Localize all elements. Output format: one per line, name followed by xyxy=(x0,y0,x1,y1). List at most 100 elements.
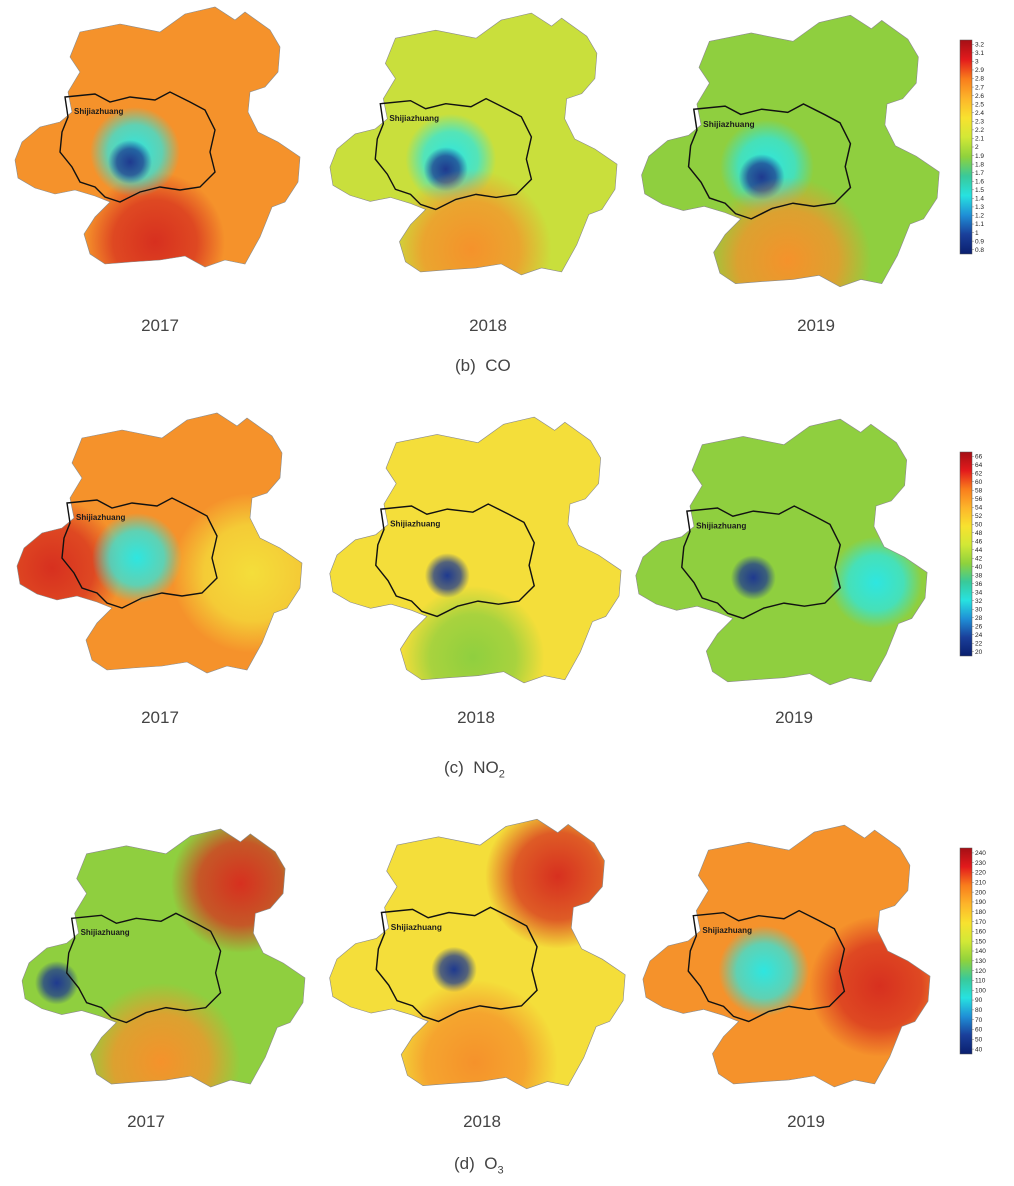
legend-tick: 130 xyxy=(975,958,986,965)
legend-co: 3.23.132.92.82.72.62.52.42.32.22.121.91.… xyxy=(959,39,984,255)
legend-tick: 140 xyxy=(975,948,986,955)
hotspot-cyan xyxy=(92,513,182,603)
city-boundary xyxy=(374,97,533,211)
region-outline xyxy=(329,416,622,684)
legend-tick: 24 xyxy=(975,632,983,639)
legend-tick: 3 xyxy=(975,59,979,66)
caption-no2: (c) NO2 xyxy=(444,758,505,780)
legend-tick: 120 xyxy=(975,968,986,975)
hotspot-blue xyxy=(424,553,470,599)
legend-o3: 240 230 220 210 200 190 180 170 160 150 140 130 120 1… xyxy=(959,847,986,1055)
region-outline xyxy=(329,818,626,1090)
hotspot-orange xyxy=(390,169,552,275)
legend-tick: 220 xyxy=(975,870,986,877)
legend-tick: 110 xyxy=(975,978,986,985)
legend-tick: 28 xyxy=(975,615,983,622)
city-label: Shijiazhuang xyxy=(390,519,440,528)
legend-tick: 2.1 xyxy=(975,136,984,143)
legend-tick: 1.5 xyxy=(975,187,984,194)
map-o3-2017: Shijiazhuang xyxy=(21,828,306,1088)
region-outline xyxy=(14,6,301,268)
map-co-2019: Shijiazhuang xyxy=(641,14,940,288)
city-boundary xyxy=(66,912,222,1024)
city-boundary xyxy=(375,503,536,618)
legend-tick: 210 xyxy=(975,880,986,887)
city-boundary xyxy=(687,909,846,1023)
hotspot-cyan xyxy=(718,925,810,1017)
legend-colorbar xyxy=(959,39,973,255)
legend-tick: 230 xyxy=(975,860,986,867)
legend-tick: 100 xyxy=(975,987,986,994)
hotspot-red xyxy=(85,172,225,267)
hotspot-orange xyxy=(81,982,241,1088)
year-label: 2018 xyxy=(469,316,507,335)
legend-tick: 80 xyxy=(975,1007,983,1014)
city-label: Shijiazhuang xyxy=(389,114,439,123)
map-no2-2018: Shijiazhuang xyxy=(329,416,622,684)
caption-co: (b) CO xyxy=(455,356,511,378)
map-no2-2017: Shijiazhuang xyxy=(16,412,303,674)
legend-tick: 1 xyxy=(975,230,979,237)
legend-tick: 50 xyxy=(975,1036,983,1043)
year-label: 2017 xyxy=(141,316,179,335)
hotspot-orange xyxy=(704,177,872,287)
city-boundary xyxy=(59,91,216,203)
legend-tick: 90 xyxy=(975,997,983,1004)
region-outline xyxy=(641,14,940,288)
year-label: 2018 xyxy=(457,708,495,727)
region-outline xyxy=(16,412,303,674)
city-boundary xyxy=(375,906,538,1023)
legend-tick: 2.2 xyxy=(975,127,984,134)
legend-tick: 160 xyxy=(975,929,986,936)
legend-tick: 1.3 xyxy=(975,204,984,211)
hotspot-cyan xyxy=(830,536,922,629)
panel-o3: Shijiazhuang Shijiazhuang Shijiazhuang 2… xyxy=(0,808,1014,1186)
legend-tick: 50 xyxy=(975,521,983,528)
region-outline xyxy=(642,824,931,1088)
map-o3-2018: Shijiazhuang xyxy=(329,818,626,1090)
legend-tick: 2.5 xyxy=(975,101,984,108)
caption-subscript: 3 xyxy=(497,1164,504,1177)
legend-tick: 26 xyxy=(975,623,983,630)
legend-tick: 1.2 xyxy=(975,213,984,220)
legend-tick: 36 xyxy=(975,581,983,588)
legend-tick: 2.4 xyxy=(975,110,984,117)
legend-tick: 0.9 xyxy=(975,238,984,245)
year-label: 2019 xyxy=(797,316,835,335)
legend-tick: 1.7 xyxy=(975,170,984,177)
hotspot-blue xyxy=(108,140,152,184)
hotspot-blue xyxy=(34,960,79,1005)
city-label: Shijiazhuang xyxy=(702,926,752,935)
legend-tick: 1.8 xyxy=(975,161,984,168)
caption-o3: (d) O3 xyxy=(454,1154,504,1176)
legend-tick: 40 xyxy=(975,1046,983,1053)
legend-tick: 1.9 xyxy=(975,153,984,160)
legend-colorbar xyxy=(959,451,973,657)
city-label: Shijiazhuang xyxy=(76,513,125,522)
legend-tick: 180 xyxy=(975,909,986,916)
legend-tick: 46 xyxy=(975,538,983,545)
region-outline xyxy=(329,12,618,276)
map-o3-2019: Shijiazhuang xyxy=(642,824,931,1088)
legend-tick: 2.3 xyxy=(975,119,984,126)
region-outline xyxy=(21,828,306,1088)
year-label: 2019 xyxy=(787,1112,825,1131)
year-label: 2018 xyxy=(463,1112,501,1131)
city-label: Shijiazhuang xyxy=(391,922,442,932)
legend-tick: 44 xyxy=(975,547,983,554)
legend-tick: 64 xyxy=(975,462,983,469)
city-label: Shijiazhuang xyxy=(696,521,746,530)
legend-tick: 42 xyxy=(975,555,983,562)
legend-tick: 22 xyxy=(975,640,983,647)
panel-co: Shijiazhuang Shijiazhuang Shijiazhuang 3… xyxy=(0,0,1014,390)
caption-subscript: 2 xyxy=(498,768,505,781)
legend-tick: 38 xyxy=(975,572,983,579)
legend-tick: 54 xyxy=(975,504,983,511)
map-co-2017: Shijiazhuang xyxy=(14,6,301,268)
legend-tick: 56 xyxy=(975,496,983,503)
legend-tick: 66 xyxy=(975,453,983,460)
legend-tick: 2.9 xyxy=(975,67,984,74)
caption-pollutant: CO xyxy=(485,356,511,375)
legend-tick: 2.7 xyxy=(975,84,984,91)
